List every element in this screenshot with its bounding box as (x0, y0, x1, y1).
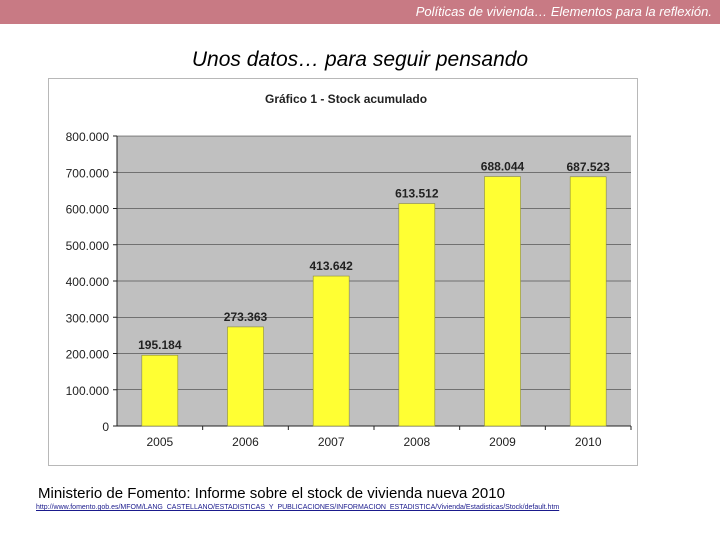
bar-2007 (312, 275, 350, 427)
y-tick-label: 0 (102, 420, 109, 434)
bar-2008 (398, 203, 436, 427)
bar-chart: Gráfico 1 - Stock acumulado 0 100.000 200.0… (66, 92, 632, 449)
header-bar: Políticas de vivienda… Elementos para la… (0, 0, 720, 24)
y-tick-label: 500.000 (66, 239, 110, 253)
x-tick-label-2010: 2010 (575, 435, 602, 449)
x-tick-label-2005: 2005 (146, 435, 173, 449)
y-tick-label: 100.000 (66, 384, 110, 398)
slide-title: Unos datos… para seguir pensando (191, 48, 529, 71)
data-label-2006: 273.363 (224, 310, 268, 324)
chart-frame: Gráfico 1 - Stock acumulado 0 100.000 200.0… (48, 78, 638, 466)
y-tick-label: 600.000 (66, 203, 110, 217)
chart-title: Gráfico 1 - Stock acumulado (265, 92, 427, 106)
x-tick-label-2009: 2009 (489, 435, 516, 449)
y-tick-label: 800.000 (66, 130, 110, 144)
bar-2006 (227, 326, 264, 427)
data-label-2007: 413.642 (309, 259, 353, 273)
y-tick-label: 300.000 (66, 311, 110, 325)
header-text: Políticas de vivienda… Elementos para la… (415, 4, 712, 19)
data-label-2008: 613.512 (395, 187, 439, 201)
y-tick-label: 700.000 (66, 166, 110, 180)
data-label-2009: 688.044 (481, 160, 525, 174)
x-tick-label-2007: 2007 (318, 435, 345, 449)
source-text: Ministerio de Fomento: Informe sobre el … (38, 485, 505, 502)
x-tick-label-2008: 2008 (403, 435, 430, 449)
data-label-2005: 195.184 (138, 338, 182, 352)
bar-2010 (569, 176, 607, 427)
data-label-2010: 687.523 (566, 160, 610, 174)
source-link[interactable]: http://www.fomento.gob.es/MFOM/LANG_CAST… (36, 504, 560, 511)
y-tick-label: 400.000 (66, 275, 110, 289)
x-tick-label-2006: 2006 (232, 435, 259, 449)
y-tick-label: 200.000 (66, 348, 110, 362)
bar-2009 (484, 176, 521, 427)
bar-2005 (141, 354, 179, 427)
